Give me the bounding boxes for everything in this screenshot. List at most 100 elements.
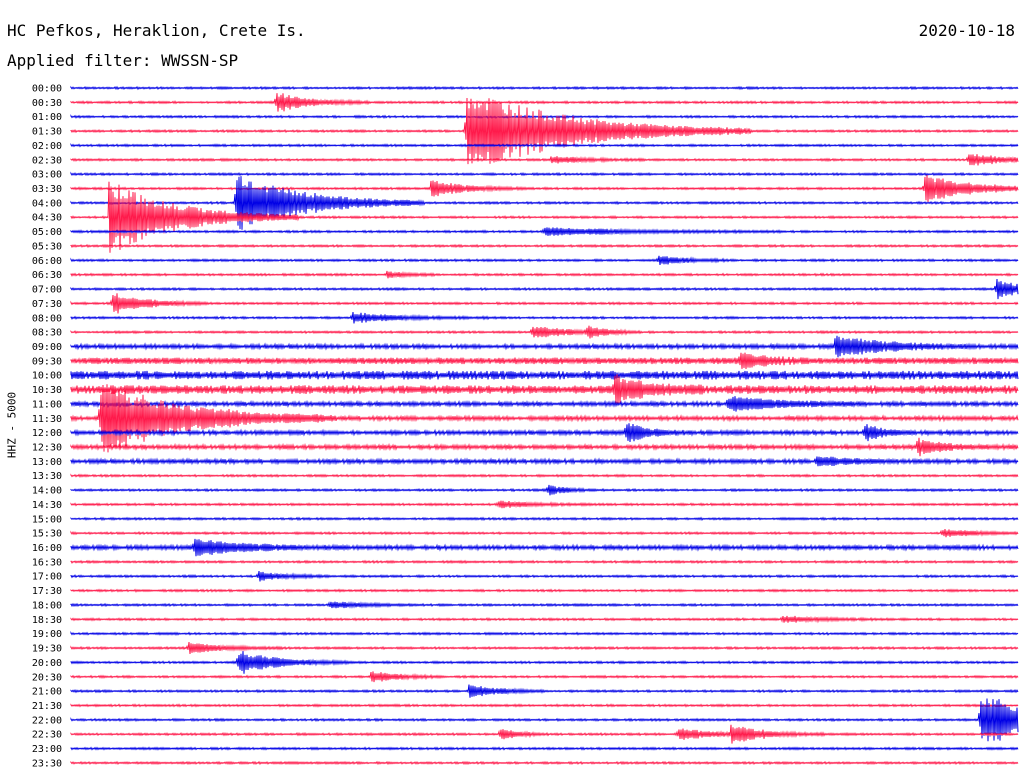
time-tick-label: 03:00 bbox=[32, 170, 62, 181]
seismic-trace-1630 bbox=[70, 559, 1019, 565]
seismic-trace-0800 bbox=[70, 312, 1019, 324]
time-tick-label: 21:00 bbox=[32, 687, 62, 698]
time-tick-label: 14:00 bbox=[32, 486, 62, 497]
seismic-trace-1430 bbox=[70, 500, 1019, 509]
seismic-trace-2330 bbox=[70, 760, 1019, 766]
time-tick-label: 13:00 bbox=[32, 457, 62, 468]
time-tick-label: 23:00 bbox=[32, 744, 62, 755]
seismic-trace-0330 bbox=[70, 175, 1019, 202]
time-tick-label: 09:30 bbox=[32, 356, 62, 367]
seismic-trace-1400 bbox=[70, 484, 1019, 496]
time-tick-label: 23:30 bbox=[32, 758, 62, 769]
seismic-trace-0730 bbox=[70, 293, 1019, 314]
time-tick-group: 00:00 00:30 01:00 01:30 02:00 02:30 03:00 03:30… bbox=[32, 84, 62, 770]
seismic-trace-0230 bbox=[70, 154, 1019, 166]
seismic-trace-0430 bbox=[70, 181, 1019, 253]
time-tick-label: 16:30 bbox=[32, 557, 62, 568]
time-tick-label: 00:30 bbox=[32, 98, 62, 109]
seismic-trace-1100 bbox=[70, 396, 1019, 412]
seismic-trace-0130 bbox=[70, 97, 1019, 165]
seismic-trace-2230 bbox=[70, 724, 1019, 744]
time-tick-label: 11:30 bbox=[32, 414, 62, 425]
time-tick-label: 02:30 bbox=[32, 155, 62, 166]
time-tick-label: 07:30 bbox=[32, 299, 62, 310]
time-tick-label: 10:00 bbox=[32, 371, 62, 382]
seismic-trace-1230 bbox=[70, 437, 1019, 457]
seismic-trace-1930 bbox=[70, 642, 1019, 655]
time-tick-label: 05:00 bbox=[32, 227, 62, 238]
seismic-trace-0300 bbox=[70, 171, 1019, 177]
time-tick-label: 12:30 bbox=[32, 443, 62, 454]
time-tick-label: 08:30 bbox=[32, 328, 62, 339]
time-tick-label: 15:00 bbox=[32, 514, 62, 525]
seismic-trace-0700 bbox=[70, 278, 1019, 300]
time-tick-label: 20:30 bbox=[32, 672, 62, 683]
seismic-trace-1700 bbox=[70, 571, 1019, 582]
time-tick-label: 05:30 bbox=[32, 241, 62, 252]
seismic-trace-1330 bbox=[70, 473, 1019, 478]
time-tick-label: 19:00 bbox=[32, 629, 62, 640]
seismic-trace-2300 bbox=[70, 746, 1019, 751]
time-tick-label: 04:30 bbox=[32, 213, 62, 224]
seismic-trace-2000 bbox=[70, 651, 1019, 674]
time-tick-label: 11:00 bbox=[32, 399, 62, 410]
time-tick-label: 14:30 bbox=[32, 500, 62, 511]
time-tick-label: 12:00 bbox=[32, 428, 62, 439]
seismic-trace-1800 bbox=[70, 601, 1019, 609]
time-tick-label: 17:30 bbox=[32, 586, 62, 597]
time-tick-label: 06:00 bbox=[32, 256, 62, 267]
seismic-trace-1500 bbox=[70, 516, 1019, 522]
time-tick-label: 20:00 bbox=[32, 658, 62, 669]
time-tick-label: 09:00 bbox=[32, 342, 62, 353]
time-tick-label: 10:30 bbox=[32, 385, 62, 396]
seismic-trace-2200 bbox=[70, 698, 1019, 742]
seismic-trace-2100 bbox=[70, 684, 1019, 698]
time-tick-label: 04:00 bbox=[32, 198, 62, 209]
seismic-trace-1530 bbox=[70, 529, 1019, 538]
seismic-trace-0830 bbox=[70, 325, 1019, 339]
time-tick-label: 01:30 bbox=[32, 127, 62, 138]
seismic-trace-0000 bbox=[70, 85, 1019, 91]
seismic-trace-1030 bbox=[70, 374, 1019, 405]
time-tick-label: 15:30 bbox=[32, 529, 62, 540]
time-tick-label: 19:30 bbox=[32, 644, 62, 655]
seismic-trace-0500 bbox=[70, 227, 1019, 236]
time-tick-label: 06:30 bbox=[32, 270, 62, 281]
seismic-trace-0930 bbox=[70, 352, 1019, 370]
seismic-trace-1000 bbox=[70, 370, 1019, 380]
time-tick-label: 01:00 bbox=[32, 112, 62, 123]
seismic-trace-2130 bbox=[70, 703, 1019, 708]
seismic-trace-1300 bbox=[70, 456, 1019, 467]
seismic-trace-1730 bbox=[70, 588, 1019, 593]
trace-group bbox=[70, 85, 1019, 766]
seismic-trace-0600 bbox=[70, 255, 1019, 265]
seismic-trace-0100 bbox=[70, 114, 1019, 119]
time-tick-label: 17:00 bbox=[32, 572, 62, 583]
seismic-trace-0530 bbox=[70, 243, 1019, 249]
time-tick-label: 22:00 bbox=[32, 715, 62, 726]
seismic-trace-1130 bbox=[70, 384, 1019, 453]
filter-label: Applied filter: WWSSN-SP bbox=[7, 51, 239, 70]
time-tick-label: 16:00 bbox=[32, 543, 62, 554]
seismic-trace-1830 bbox=[70, 615, 1019, 624]
time-tick-label: 18:00 bbox=[32, 600, 62, 611]
time-tick-label: 18:30 bbox=[32, 615, 62, 626]
seismic-trace-0200 bbox=[70, 143, 1019, 148]
record-date: 2020-10-18 bbox=[918, 21, 1015, 40]
time-tick-label: 21:30 bbox=[32, 701, 62, 712]
seismic-trace-0400 bbox=[70, 176, 1019, 230]
time-tick-label: 07:00 bbox=[32, 285, 62, 296]
time-tick-label: 08:00 bbox=[32, 313, 62, 324]
seismic-trace-1200 bbox=[70, 423, 1019, 443]
seismic-trace-1600 bbox=[70, 538, 1019, 557]
time-tick-label: 03:30 bbox=[32, 184, 62, 195]
seismic-trace-0900 bbox=[70, 335, 1019, 358]
seismic-trace-2030 bbox=[70, 671, 1019, 683]
time-tick-label: 00:00 bbox=[32, 84, 62, 95]
seismic-trace-1900 bbox=[70, 630, 1019, 637]
seismic-trace-0030 bbox=[70, 93, 1019, 112]
seismic-trace-0630 bbox=[70, 270, 1019, 279]
time-tick-label: 13:30 bbox=[32, 471, 62, 482]
time-tick-label: 02:00 bbox=[32, 141, 62, 152]
